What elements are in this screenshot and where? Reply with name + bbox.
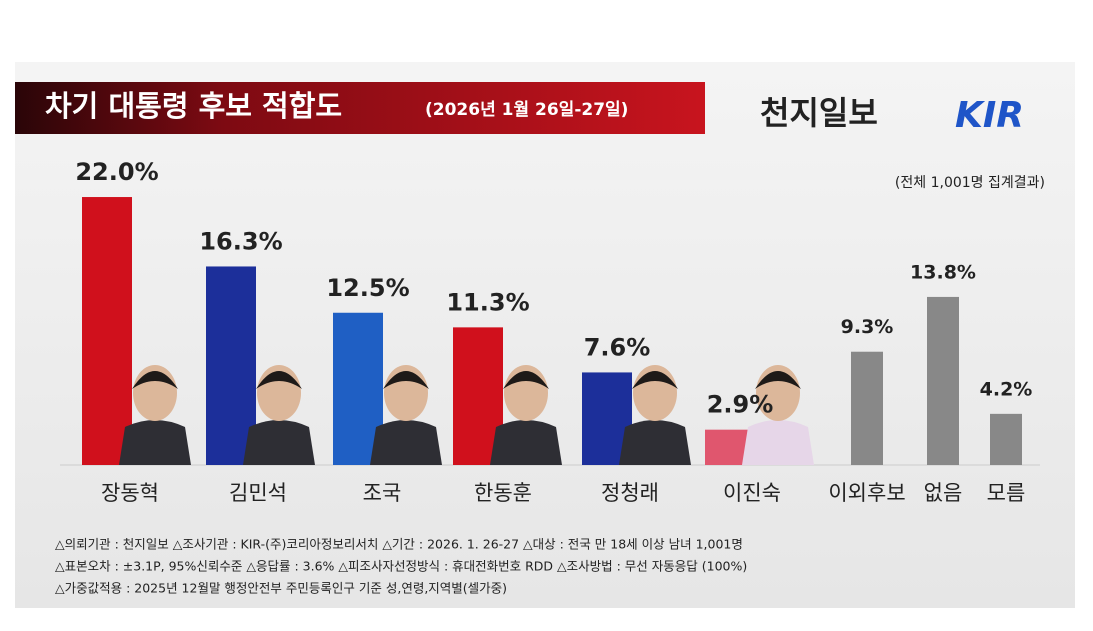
brand: 천지일보: [760, 94, 878, 132]
bar: [990, 413, 1022, 465]
value-label: 11.3%: [446, 288, 529, 316]
category-label: 모름: [987, 481, 1026, 505]
category-label: 장동혁: [101, 481, 159, 505]
portrait-hair: [256, 371, 302, 389]
bar: [927, 296, 959, 465]
value-label: 16.3%: [199, 227, 282, 255]
value-label: 9.3%: [841, 316, 894, 338]
footnote: △표본오차 : ±3.1P, 95%신뢰수준 △응답률 : 3.6% △피조사자…: [55, 559, 747, 574]
category-label: 한동훈: [474, 481, 532, 505]
chart-title: 차기 대통령 후보 적합도: [45, 89, 342, 123]
portrait-body: [243, 420, 315, 465]
footnote: △의뢰기관 : 천지일보 △조사기관 : KIR-(주)코리아정보리서치 △기간…: [55, 537, 743, 552]
panel: [15, 62, 1075, 608]
portrait-body: [619, 420, 691, 465]
portrait-body: [119, 420, 191, 465]
value-label: 7.6%: [584, 333, 651, 361]
logo: KIR: [955, 95, 1024, 136]
portrait-body: [370, 420, 442, 465]
bar: [206, 266, 256, 465]
portrait-body: [490, 420, 562, 465]
value-label: 4.2%: [980, 378, 1033, 400]
sample-note: (전체 1,001명 집계결과): [895, 175, 1045, 191]
category-label: 없음: [924, 481, 963, 505]
category-label: 조국: [363, 481, 402, 505]
chart-subtitle: (2026년 1월 26일-27일): [425, 100, 628, 120]
category-label: 이진숙: [723, 481, 781, 505]
category-label: 이외후보: [828, 481, 905, 505]
category-label: 김민석: [229, 481, 287, 505]
bar: [851, 351, 883, 465]
value-label: 13.8%: [910, 261, 976, 283]
value-label: 22.0%: [75, 158, 158, 186]
value-label: 12.5%: [326, 274, 409, 302]
title-banner: [15, 82, 705, 134]
portrait-hair: [755, 371, 801, 389]
portrait-hair: [132, 371, 178, 389]
category-label: 정청래: [601, 481, 659, 505]
footnote: △가중값적용 : 2025년 12월말 행정안전부 주민등록인구 기준 성,연령…: [55, 581, 507, 596]
portrait-hair: [383, 371, 429, 389]
portrait-hair: [632, 371, 678, 389]
portrait-hair: [503, 371, 549, 389]
value-label: 2.9%: [707, 391, 774, 419]
bar: [82, 197, 132, 466]
portrait-body: [742, 420, 814, 465]
